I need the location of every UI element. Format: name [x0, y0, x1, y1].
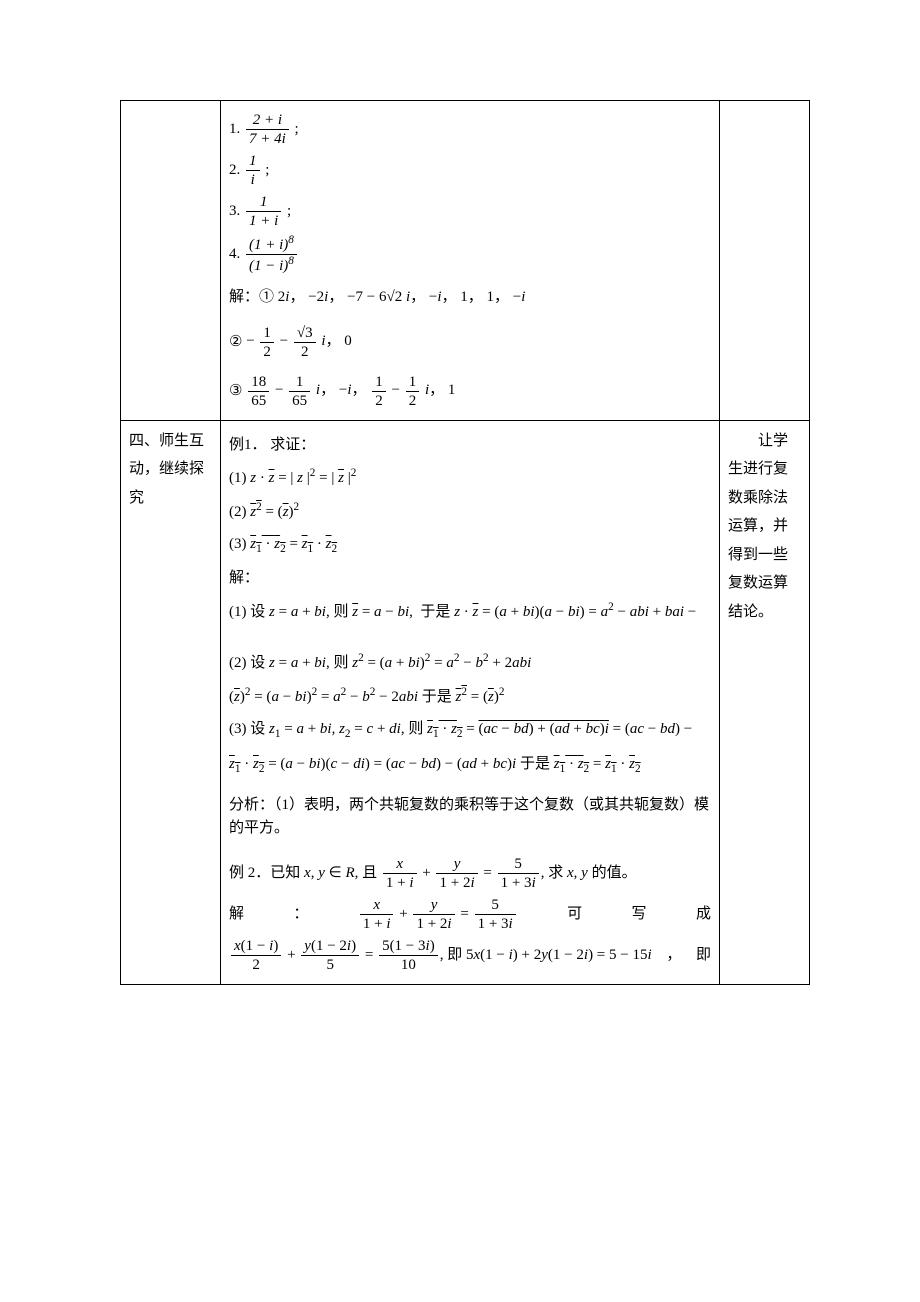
problem-4: 4. (1 + i)8(1 − i)8 [229, 234, 711, 275]
r2c3-text: 让学生进行复数乘除法运算，并得到一些复数运算结论。 [728, 427, 801, 627]
ex2-sol-d: 可 [567, 900, 582, 929]
ex2-sol-e: 写 [632, 900, 647, 929]
proof-1: (1) 设 z = a + bi, 则 z = a − bi, 于是 z · z… [229, 597, 711, 627]
row1-col2: 1. 2 + i7 + 4i ; 2. 1i ; 3. 11 + i ; 4. … [221, 101, 720, 421]
example2-sol-line2: x(1 − i)2 + y(1 − 2i)5 = 5(1 − 3i)10, 即 … [229, 937, 711, 974]
ex2-sol-b: ： [293, 900, 308, 929]
proof-3b: z1 · z2 = (a − bi)(c − di) = (ac − bd) −… [229, 750, 711, 780]
solution-1: 解：① 2i， −2i， −7 − 6√2 i， −i， 1， 1， −i [229, 283, 711, 312]
example1-claim2: (2) z2 = (z)2 [229, 497, 711, 527]
row2-col2: 例1． 求证： (1) z · z = | z |2 = | z |2 (2) … [221, 420, 720, 985]
sol2-label: ② [229, 333, 246, 349]
problem-3: 3. 11 + i ; [229, 193, 711, 230]
content-table: 1. 2 + i7 + 4i ; 2. 1i ; 3. 11 + i ; 4. … [120, 100, 810, 985]
proof-2a: (2) 设 z = a + bi, 则 z2 = (a + bi)2 = a2 … [229, 648, 711, 678]
analysis-text: 分析：（1）表明，两个共轭复数的乘积等于这个复数（或其共轭复数）模的平方。 [229, 794, 711, 839]
ex2-head-a: 例 2．已知 [229, 865, 304, 881]
row1-col3 [720, 101, 810, 421]
example2-head: 例 2．已知 x, y ∈ R, 且 x1 + i + y1 + 2i = 51… [229, 855, 711, 892]
sol1-label: 解：① [229, 289, 278, 305]
example1-claim3: (3) z1 · z2 = z1 · z2 [229, 530, 711, 560]
r2c1-text: 四、师生互动，继续探究 [129, 433, 204, 506]
proof-3a: (3) 设 z1 = a + bi, z2 = c + di, 则 z1 · z… [229, 715, 711, 745]
ex2-line2-b: ， [666, 941, 681, 970]
sol3-label: ③ [229, 382, 246, 398]
table-row: 四、师生互动，继续探究 例1． 求证： (1) z · z = | z |2 =… [121, 420, 810, 985]
example1-claim1: (1) z · z = | z |2 = | z |2 [229, 463, 711, 493]
row2-col1: 四、师生互动，继续探究 [121, 420, 221, 985]
ex2-head-c: 。 [622, 865, 637, 881]
solution-3: ③ 1865 − 165 i， −i， 12 − 12 i， 1 [229, 373, 711, 410]
row2-col3: 让学生进行复数乘除法运算，并得到一些复数运算结论。 [720, 420, 810, 985]
solution-2: ② − 12 − √32 i， 0 [229, 324, 711, 361]
proof-2b: (z)2 = (a − bi)2 = a2 − b2 − 2abi 于是 z2 … [229, 682, 711, 712]
solution-label: 解： [229, 564, 711, 593]
problem-2: 2. 1i ; [229, 152, 711, 189]
ex2-sol-a: 解 [229, 900, 244, 929]
row1-col1 [121, 101, 221, 421]
table-row: 1. 2 + i7 + 4i ; 2. 1i ; 3. 11 + i ; 4. … [121, 101, 810, 421]
ex2-line2-c: 即 [696, 941, 711, 970]
problem-1: 1. 2 + i7 + 4i ; [229, 111, 711, 148]
example2-sol-line1: 解 ： x1 + i + y1 + 2i = 51 + 3i 可 写 成 [229, 896, 711, 933]
document-page: 1. 2 + i7 + 4i ; 2. 1i ; 3. 11 + i ; 4. … [0, 0, 920, 1302]
ex2-sol-f: 成 [696, 900, 711, 929]
example1-head: 例1． 求证： [229, 431, 711, 460]
